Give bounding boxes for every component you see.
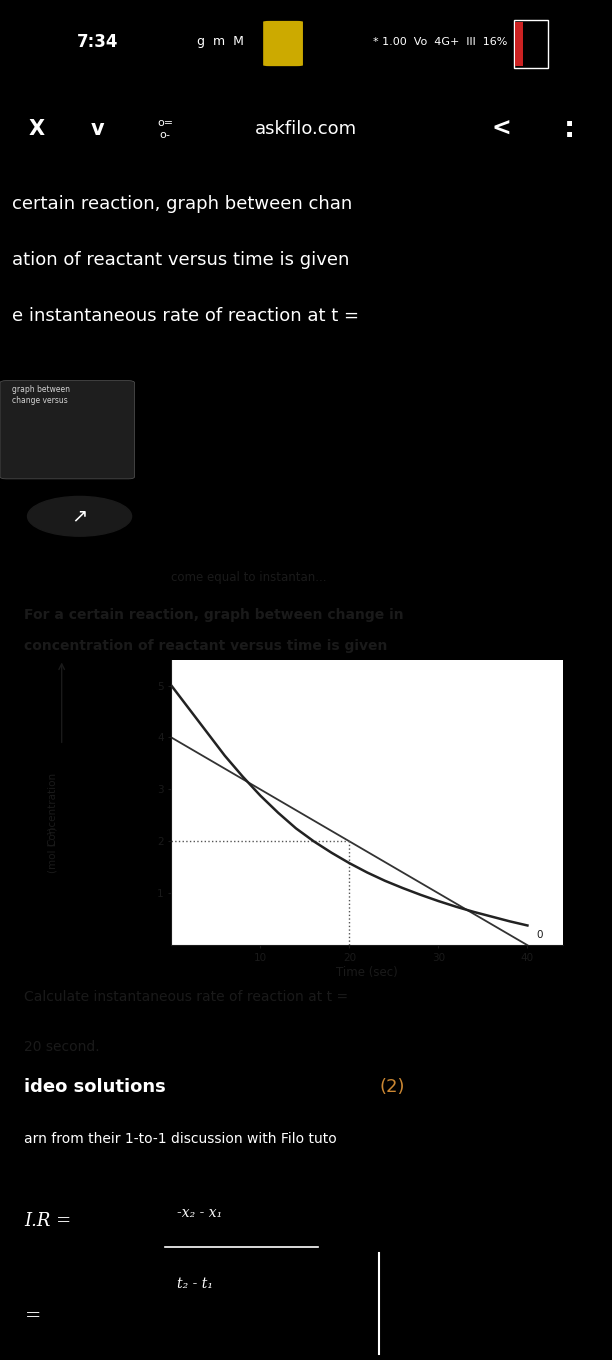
- FancyBboxPatch shape: [515, 22, 523, 67]
- Text: Concentration: Concentration: [47, 772, 57, 846]
- Text: arn from their 1-to-1 discussion with Filo tuto: arn from their 1-to-1 discussion with Fi…: [24, 1132, 337, 1145]
- Text: Calculate instantaneous rate of reaction at t =: Calculate instantaneous rate of reaction…: [24, 990, 349, 1004]
- Text: certain reaction, graph between chan: certain reaction, graph between chan: [12, 196, 353, 214]
- Text: (2): (2): [379, 1078, 405, 1096]
- Text: ↗: ↗: [72, 507, 88, 526]
- Text: =: =: [24, 1307, 41, 1325]
- Text: ation of reactant versus time is given: ation of reactant versus time is given: [12, 252, 349, 269]
- Text: o=
o-: o= o-: [157, 118, 173, 140]
- FancyBboxPatch shape: [263, 20, 303, 67]
- Text: concentration of reactant versus time is given: concentration of reactant versus time is…: [24, 639, 388, 653]
- Text: ideo solutions: ideo solutions: [24, 1078, 166, 1096]
- Text: g  m  M: g m M: [197, 35, 244, 48]
- Text: e instantaneous rate of reaction at t =: e instantaneous rate of reaction at t =: [12, 307, 359, 325]
- Text: -x₂ - x₁: -x₂ - x₁: [177, 1206, 223, 1220]
- Text: v: v: [91, 120, 105, 139]
- Text: For a certain reaction, graph between change in: For a certain reaction, graph between ch…: [24, 608, 404, 622]
- Text: askfilo.com: askfilo.com: [255, 120, 357, 139]
- Text: I.R =: I.R =: [24, 1212, 72, 1229]
- Text: (mol L⁻¹): (mol L⁻¹): [47, 827, 57, 873]
- Text: :: :: [564, 116, 575, 143]
- Text: * 1.00  Vo  4G+  lll  16%: * 1.00 Vo 4G+ lll 16%: [373, 37, 508, 46]
- Text: <: <: [492, 117, 512, 141]
- Circle shape: [28, 496, 132, 536]
- Text: 7:34: 7:34: [77, 33, 119, 50]
- FancyBboxPatch shape: [0, 381, 135, 479]
- Text: X: X: [29, 120, 45, 139]
- X-axis label: Time (sec): Time (sec): [337, 966, 398, 979]
- Text: 20 second.: 20 second.: [24, 1040, 100, 1054]
- Text: 0: 0: [536, 930, 543, 940]
- Text: graph between
change versus: graph between change versus: [12, 385, 70, 405]
- Text: come equal to instantan...: come equal to instantan...: [171, 571, 327, 585]
- Text: t₂ - t₁: t₂ - t₁: [177, 1277, 214, 1291]
